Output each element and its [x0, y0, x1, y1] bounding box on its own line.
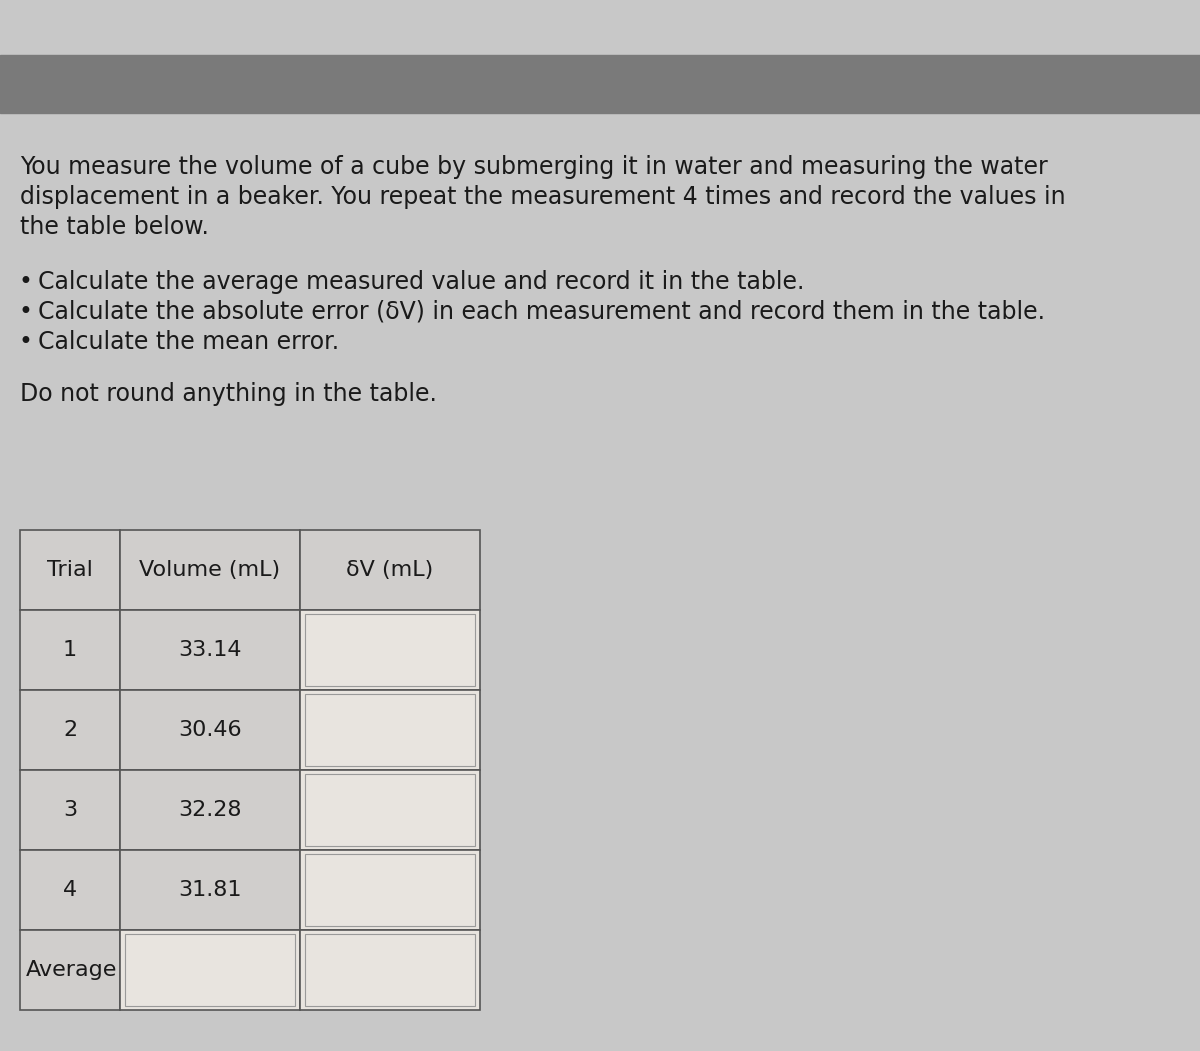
Text: 2: 2 — [62, 720, 77, 740]
Text: Volume (mL): Volume (mL) — [139, 560, 281, 580]
Text: Trial: Trial — [47, 560, 92, 580]
Text: Average: Average — [26, 960, 118, 980]
Text: 4: 4 — [62, 880, 77, 900]
Text: 30.46: 30.46 — [178, 720, 242, 740]
Text: 32.28: 32.28 — [179, 800, 241, 820]
Text: You measure the volume of a cube by submerging it in water and measuring the wat: You measure the volume of a cube by subm… — [20, 154, 1048, 179]
Text: 3: 3 — [62, 800, 77, 820]
Text: •: • — [18, 300, 32, 324]
Text: •: • — [18, 330, 32, 354]
Text: Calculate the average measured value and record it in the table.: Calculate the average measured value and… — [38, 270, 804, 294]
Text: 33.14: 33.14 — [179, 640, 241, 660]
Text: Do not round anything in the table.: Do not round anything in the table. — [20, 382, 437, 406]
Text: 1: 1 — [62, 640, 77, 660]
Text: •: • — [18, 270, 32, 294]
Text: 31.81: 31.81 — [179, 880, 241, 900]
Text: Calculate the absolute error (δV) in each measurement and record them in the tab: Calculate the absolute error (δV) in eac… — [38, 300, 1045, 324]
Text: displacement in a beaker. You repeat the measurement 4 times and record the valu: displacement in a beaker. You repeat the… — [20, 185, 1066, 209]
Text: the table below.: the table below. — [20, 215, 209, 239]
Text: Calculate the mean error.: Calculate the mean error. — [38, 330, 340, 354]
Text: δV (mL): δV (mL) — [347, 560, 433, 580]
